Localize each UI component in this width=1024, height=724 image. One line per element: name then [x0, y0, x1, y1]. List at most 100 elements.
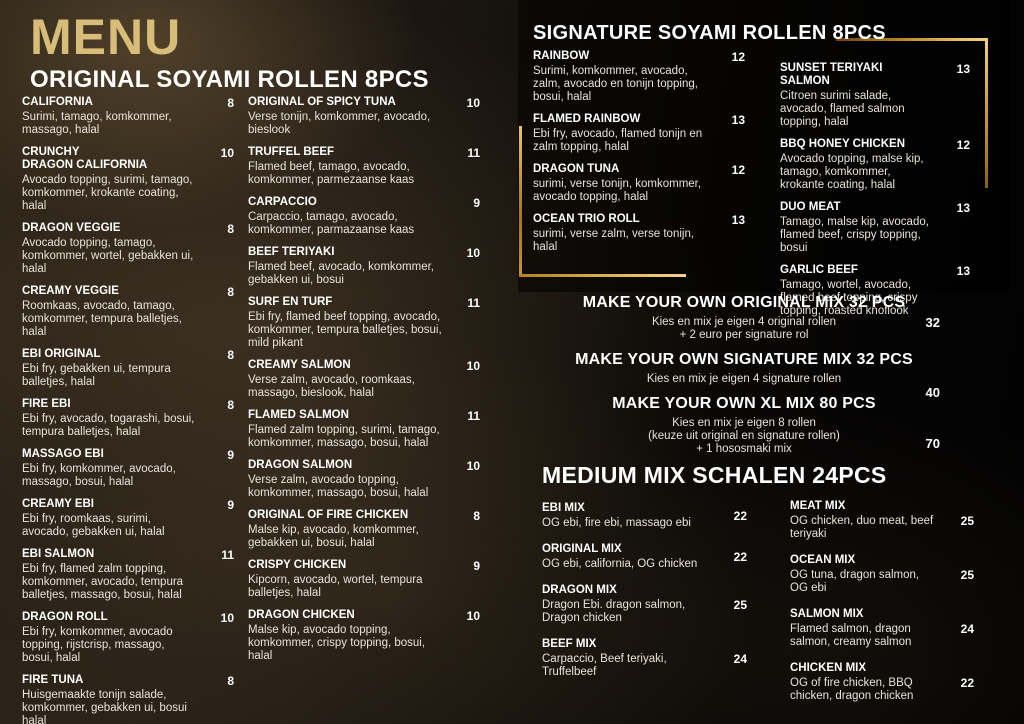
menu-item-description: Ebi fry, gebakken ui, tempura balletjes,…	[22, 363, 171, 388]
menu-item-price: 9	[473, 196, 480, 210]
menu-item-price: 12	[731, 50, 745, 64]
menu-item-text: SALMON MIX Flamed salmon, dragon salmon,…	[790, 608, 936, 649]
menu-item-name: CHICKEN MIX	[790, 662, 867, 674]
menu-item-text: OCEAN MIX OG tuna, dragon salmon, OG ebi	[790, 554, 936, 595]
menu-item-description: Carpaccio, Beef teriyaki, Truffelbeef	[542, 653, 667, 678]
menu-item-description: Surimi, tamago, komkommer, massago, hala…	[22, 111, 172, 136]
menu-item: BEEF TERIYAKI Flamed beef, avocado, komk…	[248, 246, 480, 287]
gold-corner-line-top-horizontal	[836, 38, 988, 41]
menu-item-text: FLAMED SALMON Flamed zalm topping, surim…	[248, 409, 442, 450]
make-your-own-note: Kies en mix je eigen 8 rollen (keuze uit…	[648, 417, 840, 455]
menu-item: EBI MIX OG ebi, fire ebi, massago ebi 22	[542, 502, 747, 530]
menu-item: GARLIC BEEF Tamago, wortel, avocado, fla…	[780, 264, 970, 318]
menu-item: SALMON MIX Flamed salmon, dragon salmon,…	[790, 608, 974, 649]
signature-section-panel	[518, 0, 1010, 292]
menu-item: DRAGON TUNA surimi, verse tonijn, komkom…	[533, 163, 745, 204]
menu-item-name: DRAGON CHICKEN	[248, 609, 355, 621]
menu-item-name: EBI MIX	[542, 502, 585, 514]
menu-item-name: CRISPY CHICKEN	[248, 559, 347, 571]
make-your-own-note: Kies en mix je eigen 4 signature rollen	[646, 373, 842, 385]
menu-item-name: CALIFORNIA	[22, 96, 93, 108]
menu-item-description: Huisgemaakte tonijn salade, komkommer, g…	[22, 689, 187, 724]
menu-item-description: Ebi fry, avocado, flamed tonijn en zalm …	[533, 128, 703, 153]
menu-item-text: DRAGON TUNA surimi, verse tonijn, komkom…	[533, 163, 707, 204]
menu-item-name: DUO MEAT	[780, 201, 841, 213]
make-your-own-price: 40	[925, 385, 940, 400]
menu-item: EBI ORIGINAL Ebi fry, gebakken ui, tempu…	[22, 348, 234, 389]
menu-item-text: CREAMY EBI Ebi fry, roomkaas, surimi, av…	[22, 498, 196, 539]
menu-item-description: Ebi fry, komkommer, avocado topping, rij…	[22, 626, 173, 664]
menu-item-text: DUO MEAT Tamago, malse kip, avocado, fla…	[780, 201, 932, 255]
menu-item-price: 12	[956, 138, 970, 152]
menu-item-name: ORIGINAL MIX	[542, 543, 622, 555]
menu-item-description: Ebi fry, roomkaas, surimi, avocado, geba…	[22, 513, 165, 538]
menu-item: FLAMED SALMON Flamed zalm topping, surim…	[248, 409, 480, 450]
medium-mix-column-1: EBI MIX OG ebi, fire ebi, massago ebi 22…	[542, 502, 747, 692]
menu-item-text: FIRE EBI Ebi fry, avocado, togarashi, bo…	[22, 398, 196, 439]
signature-column-2: SUNSET TERIYAKI SALMON Citroen surimi sa…	[780, 62, 970, 327]
menu-item-description: Tamago, malse kip, avocado, flamed beef,…	[780, 216, 929, 254]
menu-item-name: DRAGON MIX	[542, 584, 617, 596]
menu-item-description: Verse zalm, avocado, roomkaas, massago, …	[248, 374, 415, 399]
menu-item-price: 13	[731, 213, 745, 227]
menu-item-price: 25	[960, 513, 974, 528]
menu-item-text: SUNSET TERIYAKI SALMON Citroen surimi sa…	[780, 62, 932, 129]
menu-item-text: BBQ HONEY CHICKEN Avocado topping, malse…	[780, 138, 932, 192]
menu-item: MASSAGO EBI Ebi fry, komkommer, avocado,…	[22, 448, 234, 489]
menu-item-text: OCEAN TRIO ROLL surimi, verse zalm, vers…	[533, 213, 707, 254]
menu-item-price: 8	[227, 674, 234, 688]
page-title: MENU	[30, 9, 182, 65]
menu-item-text: DRAGON SALMON Verse zalm, avocado toppin…	[248, 459, 442, 500]
menu-item-description: Tamago, wortel, avocado, flamed beef top…	[780, 279, 918, 317]
menu-item-price: 24	[960, 621, 974, 636]
make-your-own-title: MAKE YOUR OWN XL MIX 80 PCS	[612, 395, 876, 412]
menu-item-text: CARPACCIO Carpaccio, tamago, avocado, ko…	[248, 196, 442, 237]
menu-item-price: 22	[733, 550, 747, 564]
menu-item-name: DRAGON VEGGIE	[22, 222, 121, 234]
menu-item-price: 13	[956, 264, 970, 278]
menu-item-price: 11	[467, 146, 480, 160]
menu-item-price: 10	[466, 246, 480, 260]
menu-item-name: FIRE TUNA	[22, 674, 84, 686]
menu-item-text: FIRE TUNA Huisgemaakte tonijn salade, ko…	[22, 674, 196, 724]
menu-item-text: CREAMY VEGGIE Roomkaas, avocado, tamago,…	[22, 285, 196, 339]
menu-item-text: DRAGON MIX Dragon Ebi. dragon salmon, Dr…	[542, 584, 709, 625]
menu-item-price: 9	[227, 448, 234, 462]
gold-corner-line-left-vertical	[519, 126, 522, 277]
menu-item-name: BEEF MIX	[542, 638, 597, 650]
menu-item-name: EBI ORIGINAL	[22, 348, 101, 360]
menu-item-price: 8	[227, 96, 234, 110]
make-your-own-title: MAKE YOUR OWN ORIGINAL MIX 32 PCS	[582, 294, 906, 311]
menu-item-price: 9	[473, 559, 480, 573]
menu-item-price: 10	[466, 609, 480, 623]
menu-item-text: SURF EN TURF Ebi fry, flamed beef toppin…	[248, 296, 442, 350]
menu-item-text: DRAGON VEGGIE Avocado topping, tamago, k…	[22, 222, 196, 276]
menu-item: BEEF MIX Carpaccio, Beef teriyaki, Truff…	[542, 638, 747, 679]
menu-item: CHICKEN MIX OG of fire chicken, BBQ chic…	[790, 662, 974, 703]
menu-item: MEAT MIX OG chicken, duo meat, beef teri…	[790, 500, 974, 541]
menu-item-description: Avocado topping, malse kip, tamago, komk…	[780, 153, 924, 191]
menu-item: ORIGINAL OF SPICY TUNA Verse tonijn, kom…	[248, 96, 480, 137]
menu-item-price: 22	[960, 675, 974, 690]
menu-item-name: DRAGON SALMON	[248, 459, 353, 471]
menu-item-text: EBI SALMON Ebi fry, flamed zalm topping,…	[22, 548, 196, 602]
menu-item-name: CARPACCIO	[248, 196, 317, 208]
menu-item: FLAMED RAINBOW Ebi fry, avocado, flamed …	[533, 113, 745, 154]
menu-item: DRAGON ROLL Ebi fry, komkommer, avocado …	[22, 611, 234, 665]
menu-item-price: 10	[466, 359, 480, 373]
menu-item-name: MEAT MIX	[790, 500, 846, 512]
menu-item-name: SUNSET TERIYAKI SALMON	[780, 62, 883, 87]
make-your-own-title: MAKE YOUR OWN SIGNATURE MIX 32 PCS	[575, 351, 913, 368]
menu-item-description: Carpaccio, tamago, avocado, komkommer, p…	[248, 211, 415, 236]
signature-column-1: RAINBOW Surimi, komkommer, avocado, zalm…	[533, 50, 745, 263]
menu-item-name: FIRE EBI	[22, 398, 71, 410]
menu-item-price: 8	[227, 398, 234, 412]
gold-corner-line-right-vertical	[985, 38, 988, 188]
menu-item-price: 11	[467, 409, 480, 423]
menu-item-description: OG ebi, california, OG chicken	[542, 558, 698, 570]
menu-item-price: 13	[956, 201, 970, 215]
menu-item-text: CREAMY SALMON Verse zalm, avocado, roomk…	[248, 359, 442, 400]
make-your-own-price: 70	[925, 436, 940, 451]
menu-item-name: ORIGINAL OF SPICY TUNA	[248, 96, 396, 108]
menu-item-text: ORIGINAL MIX OG ebi, california, OG chic…	[542, 543, 709, 571]
